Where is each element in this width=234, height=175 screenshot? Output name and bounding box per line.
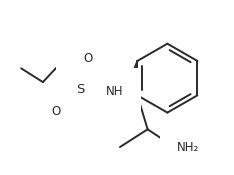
Text: O: O bbox=[51, 105, 60, 118]
Text: O: O bbox=[84, 52, 93, 65]
Text: S: S bbox=[76, 83, 85, 96]
Text: NH: NH bbox=[106, 85, 124, 98]
Text: NH₂: NH₂ bbox=[177, 141, 200, 153]
